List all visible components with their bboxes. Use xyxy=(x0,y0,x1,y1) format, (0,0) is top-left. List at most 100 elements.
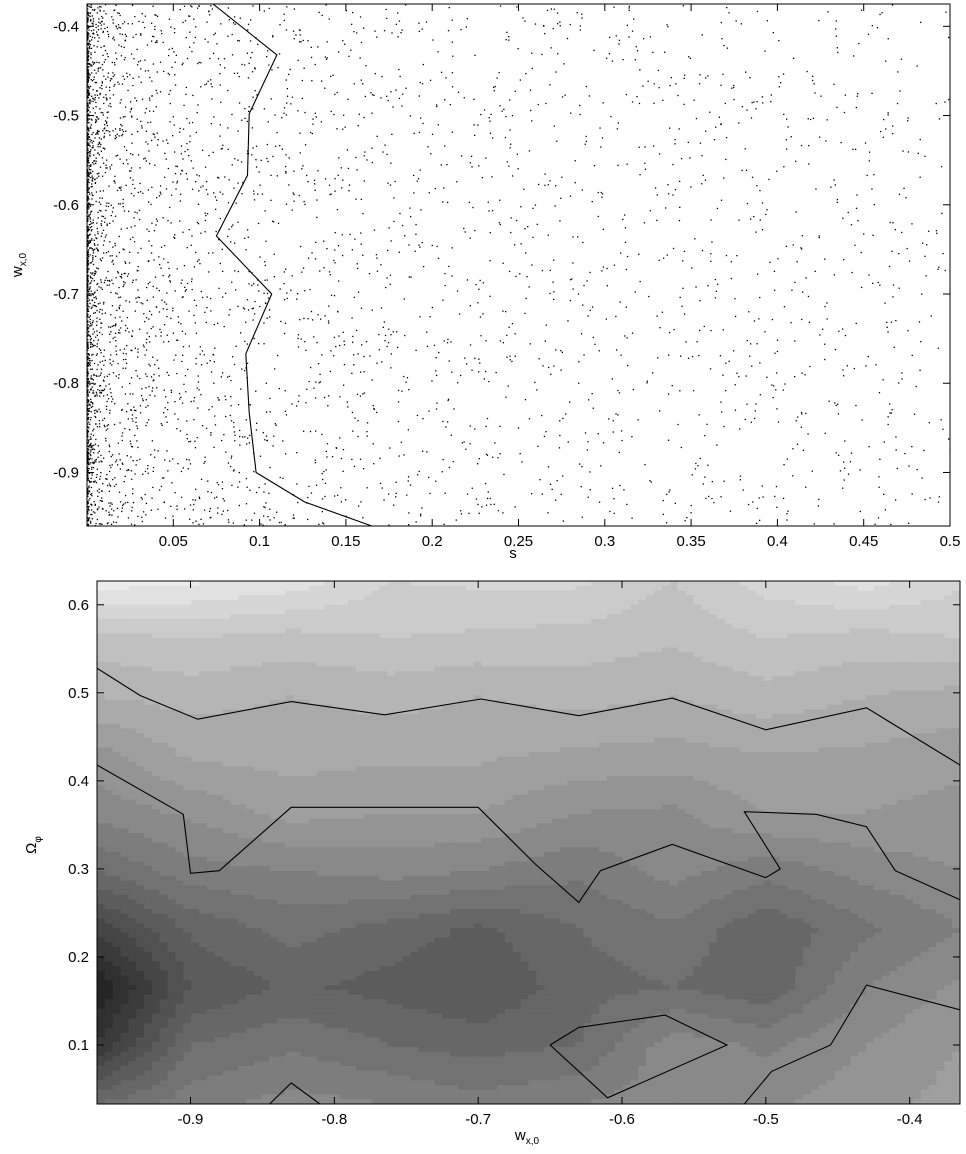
scatter-point xyxy=(223,325,225,328)
scatter-point xyxy=(111,364,113,366)
contour-cell xyxy=(614,600,624,606)
contour-cell xyxy=(104,595,114,601)
contour-cell xyxy=(450,590,459,596)
scatter-point xyxy=(819,136,821,138)
contour-cell xyxy=(740,600,749,606)
scatter-point xyxy=(836,201,838,203)
scatter-point xyxy=(903,187,905,189)
scatter-point xyxy=(177,316,179,318)
scatter-point xyxy=(362,83,364,85)
scatter-point xyxy=(196,174,198,176)
scatter-point xyxy=(90,513,92,516)
scatter-point xyxy=(326,248,328,250)
scatter-point xyxy=(323,470,325,473)
scatter-point xyxy=(615,413,617,415)
scatter-point xyxy=(801,235,803,237)
scatter-point xyxy=(87,239,89,242)
scatter-point xyxy=(263,491,265,493)
scatter-point xyxy=(148,97,151,99)
scatter-point xyxy=(786,148,788,150)
scatter-point xyxy=(113,510,115,512)
scatter-point xyxy=(111,16,113,18)
contour-cell xyxy=(120,590,129,596)
contour-cell xyxy=(128,585,137,592)
scatter-point xyxy=(91,368,93,370)
scatter-point xyxy=(87,524,89,526)
scatter-point xyxy=(96,248,99,251)
scatter-point xyxy=(115,155,117,157)
scatter-point xyxy=(129,393,131,395)
scatter-point xyxy=(699,142,702,144)
scatter-point xyxy=(110,395,113,398)
contour-cell xyxy=(167,604,177,611)
scatter-x-tick-label: 0.3 xyxy=(594,533,615,550)
contour-cell xyxy=(332,585,341,592)
scatter-point xyxy=(87,138,89,140)
scatter-point xyxy=(197,381,200,383)
contour-cell xyxy=(693,590,702,596)
scatter-point xyxy=(188,310,190,312)
scatter-point xyxy=(579,25,581,27)
contour-cell xyxy=(583,590,592,596)
scatter-point xyxy=(843,461,845,463)
contour-cell xyxy=(332,604,341,611)
scatter-point xyxy=(505,396,507,398)
scatter-point xyxy=(89,145,91,147)
scatter-point xyxy=(87,105,89,107)
contour-cell xyxy=(261,600,271,606)
scatter-point xyxy=(285,165,287,168)
scatter-point xyxy=(438,351,440,354)
scatter-point xyxy=(167,261,169,264)
scatter-point xyxy=(87,364,89,366)
scatter-point xyxy=(128,262,131,264)
contour-cell xyxy=(701,595,710,601)
scatter-point xyxy=(812,117,815,119)
scatter-point xyxy=(104,359,106,362)
scatter-point xyxy=(127,501,129,504)
scatter-point xyxy=(262,524,264,526)
scatter-point xyxy=(901,231,903,234)
scatter-point xyxy=(703,325,705,328)
scatter-point xyxy=(191,278,193,280)
scatter-point xyxy=(90,368,92,370)
contour-cell xyxy=(685,585,694,592)
scatter-point xyxy=(501,110,503,112)
scatter-point xyxy=(172,458,174,460)
contour-cell xyxy=(779,595,788,601)
contour-cell xyxy=(457,581,467,587)
scatter-point xyxy=(210,79,212,81)
scatter-point xyxy=(713,139,716,141)
scatter-point xyxy=(338,157,340,159)
scatter-point xyxy=(210,432,212,434)
scatter-point xyxy=(99,6,101,8)
scatter-point xyxy=(553,125,555,127)
scatter-point xyxy=(94,248,96,250)
scatter-point xyxy=(330,75,332,78)
scatter-point xyxy=(174,290,176,292)
scatter-point xyxy=(460,155,463,157)
scatter-point xyxy=(96,131,98,133)
contour-cell xyxy=(442,585,451,592)
scatter-point xyxy=(99,302,101,304)
contour-cell xyxy=(418,581,428,587)
scatter-point xyxy=(311,132,313,135)
contour-cell xyxy=(144,604,153,611)
contour-cell xyxy=(920,600,930,606)
scatter-point xyxy=(232,522,234,524)
contour-cell xyxy=(434,581,443,587)
contour-cell xyxy=(512,609,522,615)
scatter-point xyxy=(132,279,134,281)
scatter-point xyxy=(88,427,90,429)
scatter-point xyxy=(658,153,661,155)
scatter-point xyxy=(163,477,165,479)
scatter-point xyxy=(114,336,116,338)
scatter-point xyxy=(570,112,572,114)
contour-cell xyxy=(293,609,302,615)
contour-cell xyxy=(803,604,812,611)
scatter-point xyxy=(514,506,516,508)
scatter-point xyxy=(341,187,343,189)
scatter-point xyxy=(87,155,89,158)
contour-cell xyxy=(936,600,945,606)
scatter-point xyxy=(777,258,779,260)
scatter-point xyxy=(112,207,114,209)
